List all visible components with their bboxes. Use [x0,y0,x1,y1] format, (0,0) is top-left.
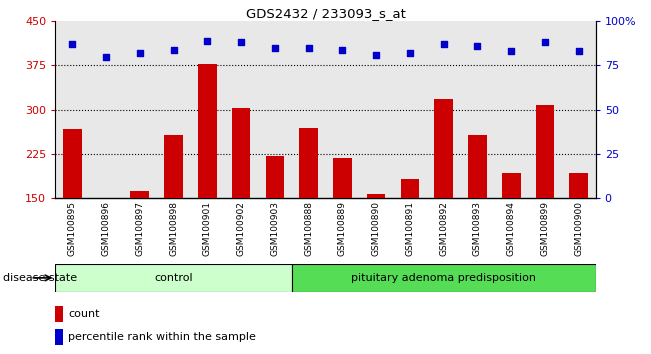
Text: percentile rank within the sample: percentile rank within the sample [68,332,256,342]
Text: pituitary adenoma predisposition: pituitary adenoma predisposition [351,273,536,283]
Point [574,48,584,54]
Bar [55,264,292,292]
Text: disease state: disease state [3,273,77,283]
Point [303,45,314,51]
Bar [232,108,251,198]
Bar [130,191,149,198]
Point [169,47,179,52]
Bar [266,156,284,198]
Point [439,41,449,47]
Bar [63,129,81,198]
Point [337,47,348,52]
Bar [97,198,115,199]
Bar [434,99,453,198]
Bar [502,173,521,198]
Point [135,50,145,56]
Bar [55,329,63,345]
Bar [400,179,419,198]
Bar [198,64,217,198]
Point [67,41,77,47]
Point [236,40,246,45]
Text: count: count [68,309,100,319]
Bar [333,158,352,198]
Bar [55,306,63,321]
Bar [536,105,554,198]
Bar [299,128,318,198]
Point [270,45,280,51]
Bar [164,135,183,198]
Point [405,50,415,56]
Point [540,40,550,45]
Title: GDS2432 / 233093_s_at: GDS2432 / 233093_s_at [245,7,406,20]
Point [101,54,111,59]
Bar [468,135,487,198]
Point [371,52,381,58]
Bar [367,194,385,198]
Bar [570,173,588,198]
Bar [292,264,596,292]
Text: control: control [154,273,193,283]
Point [472,43,482,49]
Point [202,38,212,44]
Point [506,48,516,54]
